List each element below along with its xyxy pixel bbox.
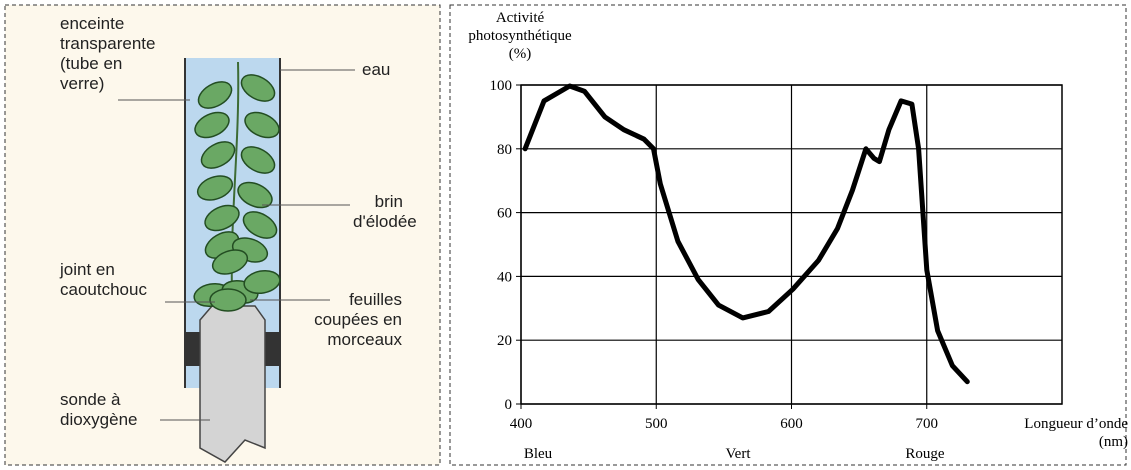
- label: feuilles coupées en morceaux: [290, 290, 402, 350]
- probe: [200, 306, 265, 462]
- label: joint en caoutchouc: [60, 260, 147, 300]
- y-tick-label: 0: [505, 397, 513, 413]
- y-tick-label: 80: [497, 142, 512, 158]
- label: brin d'élodée: [353, 192, 403, 232]
- label: enceinte transparente (tube en verre): [60, 14, 155, 94]
- color-label: Vert: [726, 446, 752, 462]
- x-tick-label: 500: [645, 416, 668, 432]
- y-tick-label: 40: [497, 269, 512, 285]
- color-label: Bleu: [524, 446, 553, 462]
- y-tick-label: 100: [490, 78, 513, 94]
- label: eau: [362, 60, 390, 80]
- y-tick-label: 60: [497, 206, 512, 222]
- x-tick-label: 400: [510, 416, 533, 432]
- figure: 020406080100400500600700Activitéphotosyn…: [0, 0, 1131, 470]
- leaf: [210, 289, 246, 311]
- x-tick-label: 600: [780, 416, 803, 432]
- x-tick-label: 700: [916, 416, 939, 432]
- seal: [265, 332, 279, 366]
- y-tick-label: 20: [497, 333, 512, 349]
- color-label: Rouge: [905, 446, 945, 462]
- label: sonde à dioxygène: [60, 390, 138, 430]
- seal: [186, 332, 200, 366]
- canvas: 020406080100400500600700Activitéphotosyn…: [0, 0, 1131, 470]
- chart-panel: [450, 5, 1126, 465]
